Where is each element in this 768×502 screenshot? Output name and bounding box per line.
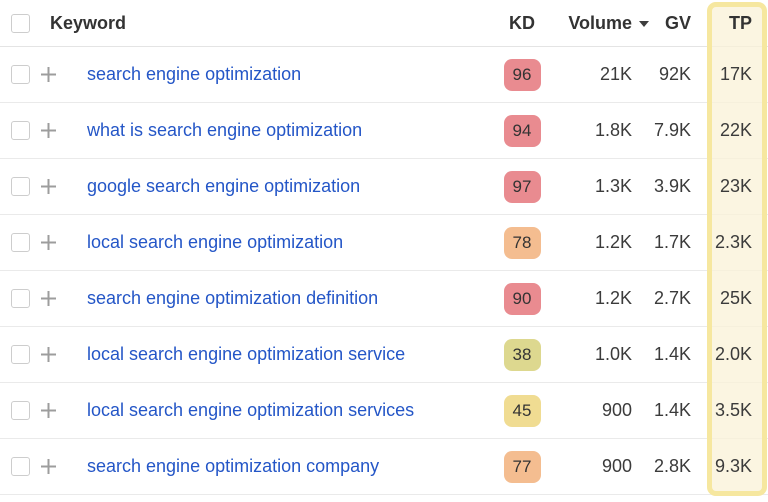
keyword-link[interactable]: google search engine optimization xyxy=(87,176,361,196)
row-checkbox[interactable] xyxy=(11,121,30,140)
tp-value: 17K xyxy=(719,64,752,84)
gv-value: 3.9K xyxy=(653,176,691,196)
table-header-row: Keyword KD Volume GV TP xyxy=(0,0,768,47)
tp-value: 22K xyxy=(719,120,752,140)
table-row: local search engine optimization 78 1.2K… xyxy=(0,215,768,271)
column-header-keyword[interactable]: Keyword xyxy=(50,12,127,33)
tp-value: 2.0K xyxy=(714,344,752,364)
kd-score-badge: 78 xyxy=(503,226,541,259)
keyword-link[interactable]: local search engine optimization service… xyxy=(87,400,415,420)
table-row: google search engine optimization 97 1.3… xyxy=(0,159,768,215)
gv-value: 1.7K xyxy=(653,232,691,252)
row-checkbox[interactable] xyxy=(11,289,30,308)
table-row: what is search engine optimization 94 1.… xyxy=(0,103,768,159)
gv-value: 2.8K xyxy=(653,456,691,476)
tp-value: 9.3K xyxy=(714,456,752,476)
sort-desc-caret-icon xyxy=(639,21,649,27)
gv-value: 2.7K xyxy=(653,288,691,308)
table-row: search engine optimization company 77 90… xyxy=(0,439,768,495)
keyword-link[interactable]: search engine optimization company xyxy=(87,456,380,476)
column-header-volume[interactable]: Volume xyxy=(549,12,649,34)
volume-value: 1.8K xyxy=(594,120,632,140)
row-checkbox[interactable] xyxy=(11,65,30,84)
add-to-list-plus-icon[interactable] xyxy=(40,290,57,307)
table-row: local search engine optimization service… xyxy=(0,327,768,383)
kd-score-badge: 97 xyxy=(503,170,541,203)
column-header-gv[interactable]: GV xyxy=(664,12,691,33)
column-header-kd[interactable]: KD xyxy=(509,12,535,33)
row-checkbox[interactable] xyxy=(11,345,30,364)
add-to-list-plus-icon[interactable] xyxy=(40,346,57,363)
volume-value: 1.2K xyxy=(594,288,632,308)
add-to-list-plus-icon[interactable] xyxy=(40,122,57,139)
kd-score-badge: 45 xyxy=(503,394,541,427)
keyword-link[interactable]: what is search engine optimization xyxy=(87,120,363,140)
kd-score-badge: 77 xyxy=(503,450,541,483)
table-row: search engine optimization definition 90… xyxy=(0,271,768,327)
table-row: search engine optimization 96 21K 92K 17… xyxy=(0,47,768,103)
volume-value: 900 xyxy=(601,400,632,420)
add-to-list-plus-icon[interactable] xyxy=(40,178,57,195)
tp-value: 3.5K xyxy=(714,400,752,420)
volume-value: 1.2K xyxy=(594,232,632,252)
row-checkbox[interactable] xyxy=(11,401,30,420)
gv-value: 7.9K xyxy=(653,120,691,140)
add-to-list-plus-icon[interactable] xyxy=(40,234,57,251)
kd-score-badge: 94 xyxy=(503,114,541,147)
keyword-link[interactable]: search engine optimization definition xyxy=(87,288,379,308)
kd-score-badge: 90 xyxy=(503,282,541,315)
tp-value: 23K xyxy=(719,176,752,196)
keyword-link[interactable]: local search engine optimization service xyxy=(87,344,406,364)
table-row: local search engine optimization service… xyxy=(0,383,768,439)
tp-value: 25K xyxy=(719,288,752,308)
row-checkbox[interactable] xyxy=(11,457,30,476)
kd-score-badge: 38 xyxy=(503,338,541,371)
volume-value: 1.0K xyxy=(594,344,632,364)
tp-value: 2.3K xyxy=(714,232,752,252)
column-header-volume-label: Volume xyxy=(568,12,632,33)
volume-value: 1.3K xyxy=(594,176,632,196)
row-checkbox[interactable] xyxy=(11,177,30,196)
kd-score-badge: 96 xyxy=(503,58,541,91)
volume-value: 900 xyxy=(601,456,632,476)
add-to-list-plus-icon[interactable] xyxy=(40,402,57,419)
volume-value: 21K xyxy=(599,64,632,84)
gv-value: 1.4K xyxy=(653,400,691,420)
keyword-link[interactable]: search engine optimization xyxy=(87,64,302,84)
table-body: search engine optimization 96 21K 92K 17… xyxy=(0,47,768,495)
keyword-link[interactable]: local search engine optimization xyxy=(87,232,344,252)
gv-value: 1.4K xyxy=(653,344,691,364)
select-all-checkbox[interactable] xyxy=(11,13,30,33)
row-checkbox[interactable] xyxy=(11,233,30,252)
add-to-list-plus-icon[interactable] xyxy=(40,66,57,83)
column-header-tp[interactable]: TP xyxy=(728,12,752,33)
add-to-list-plus-icon[interactable] xyxy=(40,458,57,475)
gv-value: 92K xyxy=(658,64,691,84)
